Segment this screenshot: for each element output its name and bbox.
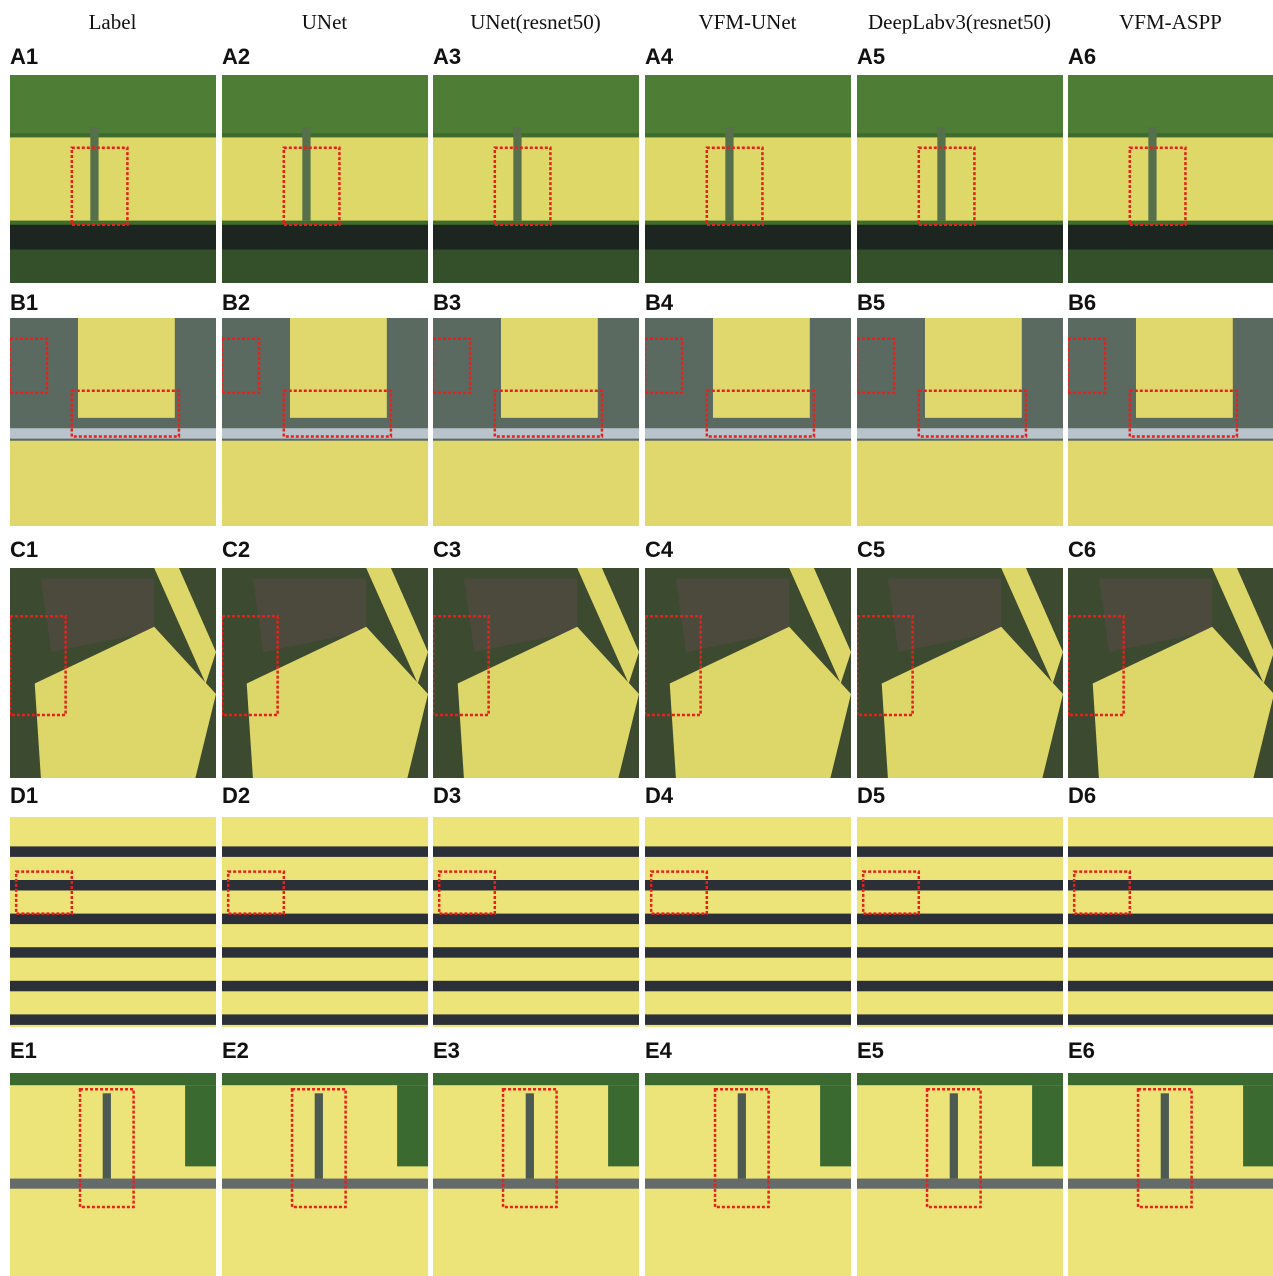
image [645, 75, 851, 283]
panel-label: D4 [645, 783, 673, 809]
segmentation-image [10, 568, 216, 778]
panel-label: B4 [645, 290, 673, 316]
image [857, 817, 1063, 1027]
image [857, 318, 1063, 526]
image [433, 75, 639, 283]
column-header: VFM-ASPP [1065, 10, 1273, 35]
image [10, 318, 216, 526]
segmentation-image [222, 568, 428, 778]
panel-label: A1 [10, 44, 38, 70]
segmentation-image [1068, 568, 1273, 778]
segmentation-image [433, 318, 639, 526]
panel-label: D2 [222, 783, 250, 809]
segmentation-image [10, 817, 216, 1027]
column-header: DeepLabv3(resnet50) [854, 10, 1065, 35]
image [1068, 817, 1273, 1027]
panel-label: A5 [857, 44, 885, 70]
segmentation-image [645, 568, 851, 778]
image [1068, 1073, 1273, 1276]
image [10, 1073, 216, 1276]
segmentation-image [1068, 817, 1273, 1027]
image [10, 568, 216, 778]
image [222, 568, 428, 778]
segmentation-image [433, 568, 639, 778]
panel-label: E4 [645, 1038, 672, 1064]
panel-label: B1 [10, 290, 38, 316]
segmentation-image [645, 318, 851, 526]
panel-label: A6 [1068, 44, 1096, 70]
panel-label: C1 [10, 537, 38, 563]
segmentation-image [222, 75, 428, 283]
image [645, 817, 851, 1027]
figure: LabelUNetUNet(resnet50)VFM-UNetDeepLabv3… [0, 0, 1273, 1276]
panel-label: C6 [1068, 537, 1096, 563]
panel-label: C4 [645, 537, 673, 563]
segmentation-image [222, 817, 428, 1027]
panel-label: C2 [222, 537, 250, 563]
panel-label: E3 [433, 1038, 460, 1064]
column-header: VFM-UNet [642, 10, 853, 35]
image [222, 318, 428, 526]
panel-label: D6 [1068, 783, 1096, 809]
image [10, 817, 216, 1027]
image [10, 75, 216, 283]
segmentation-image [857, 568, 1063, 778]
image [433, 318, 639, 526]
image [1068, 75, 1273, 283]
segmentation-image [857, 75, 1063, 283]
panel-label: A4 [645, 44, 673, 70]
image [857, 568, 1063, 778]
segmentation-image [433, 817, 639, 1027]
segmentation-image [433, 75, 639, 283]
image [857, 75, 1063, 283]
segmentation-image [222, 318, 428, 526]
image [433, 817, 639, 1027]
panel-label: C3 [433, 537, 461, 563]
image [645, 1073, 851, 1276]
image [1068, 318, 1273, 526]
panel-label: E6 [1068, 1038, 1095, 1064]
segmentation-image [10, 1073, 216, 1276]
panel-label: E5 [857, 1038, 884, 1064]
panel-label: B5 [857, 290, 885, 316]
panel-label: D5 [857, 783, 885, 809]
column-header: Label [7, 10, 218, 35]
panel-label: B2 [222, 290, 250, 316]
panel-label: C5 [857, 537, 885, 563]
segmentation-image [857, 318, 1063, 526]
segmentation-image [857, 1073, 1063, 1276]
image [645, 568, 851, 778]
segmentation-image [433, 1073, 639, 1276]
segmentation-image [1068, 75, 1273, 283]
panel-label: D1 [10, 783, 38, 809]
image [433, 1073, 639, 1276]
image [222, 817, 428, 1027]
segmentation-image [645, 1073, 851, 1276]
panel-label: E2 [222, 1038, 249, 1064]
segmentation-image [645, 817, 851, 1027]
panel-label: E1 [10, 1038, 37, 1064]
segmentation-image [10, 75, 216, 283]
column-header: UNet(resnet50) [430, 10, 641, 35]
column-header: UNet [219, 10, 430, 35]
panel-label: B3 [433, 290, 461, 316]
panel-label: D3 [433, 783, 461, 809]
panel-label: B6 [1068, 290, 1096, 316]
segmentation-image [222, 1073, 428, 1276]
image [222, 1073, 428, 1276]
image [645, 318, 851, 526]
image [857, 1073, 1063, 1276]
image [1068, 568, 1273, 778]
panel-label: A2 [222, 44, 250, 70]
segmentation-image [857, 817, 1063, 1027]
segmentation-image [645, 75, 851, 283]
segmentation-image [10, 318, 216, 526]
segmentation-image [1068, 1073, 1273, 1276]
panel-label: A3 [433, 44, 461, 70]
segmentation-image [1068, 318, 1273, 526]
image [222, 75, 428, 283]
image [433, 568, 639, 778]
